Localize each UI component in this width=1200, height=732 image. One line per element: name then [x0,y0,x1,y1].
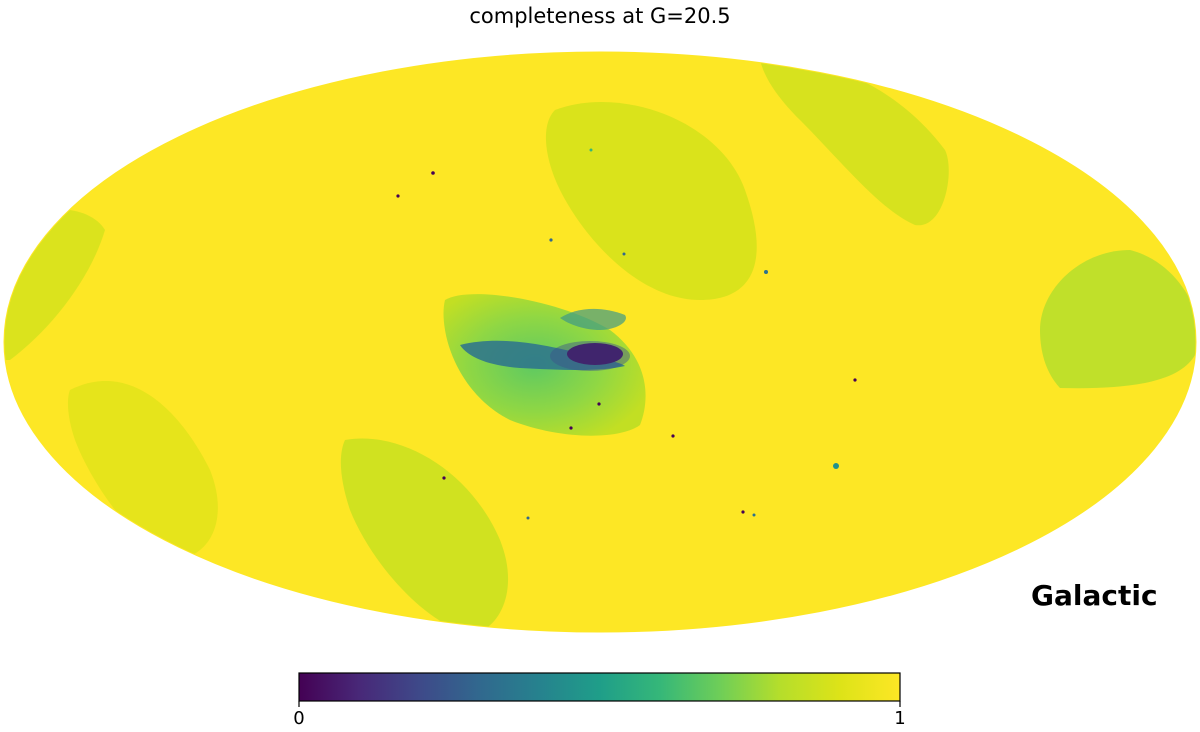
point-source [622,252,626,256]
lower-left-scan-lobe [340,438,508,632]
point-source [752,513,756,517]
point-source [396,194,400,198]
point-source [526,516,530,520]
upper-fragment-streak [560,308,626,330]
lower-left-faint-lobe [67,381,218,560]
point-source [431,171,435,175]
map-outline [3,51,1197,633]
point-source [833,463,839,469]
chart-title: completeness at G=20.5 [469,4,731,28]
central-dense-core [567,343,623,365]
point-source [589,148,593,152]
colorbar-tick-label-max: 1 [894,708,906,729]
point-source [549,238,553,242]
colorbar-gradient [298,672,901,702]
point-source [569,426,573,430]
point-source [741,510,745,514]
upper-scan-lobe [545,101,757,300]
central-dense-core-halo [550,341,630,371]
upper-right-band [760,59,949,226]
point-source [597,402,601,406]
coordinate-frame-label: Galactic [1031,579,1158,612]
point-source [764,270,768,274]
point-source [442,476,446,480]
colorbar-tick-label-min: 0 [293,708,305,729]
point-source [853,378,857,382]
right-edge-scan-lobe [1040,250,1196,389]
point-source [671,434,675,438]
